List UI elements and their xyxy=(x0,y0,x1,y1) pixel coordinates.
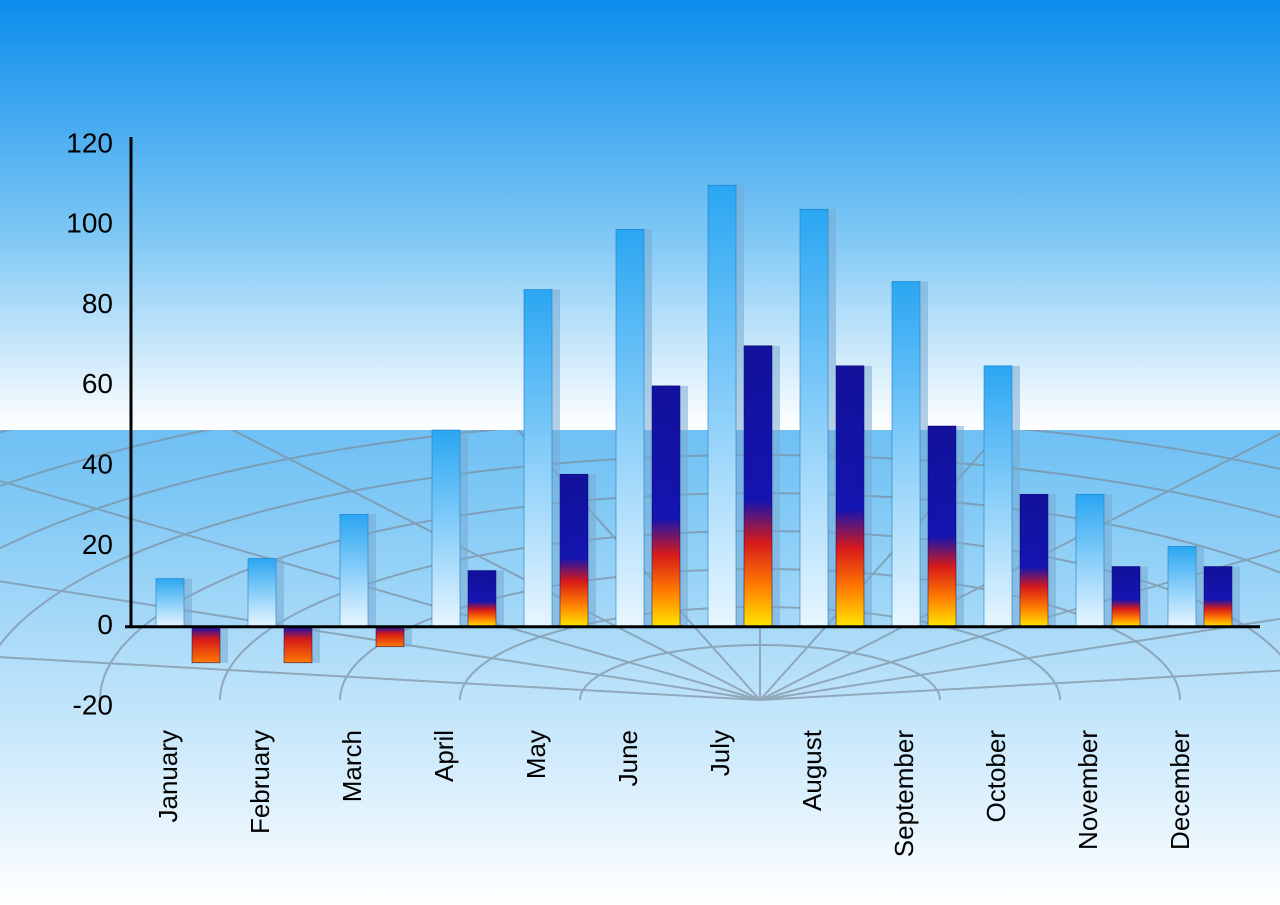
x-tick-label: December xyxy=(1165,730,1195,850)
x-tick-label: September xyxy=(889,730,919,858)
bar-series-a xyxy=(340,514,368,626)
bar-series-b xyxy=(1112,567,1140,627)
y-tick-label: 0 xyxy=(97,609,113,640)
y-tick-label: -20 xyxy=(73,689,113,720)
bar-series-b xyxy=(192,627,220,663)
bar-series-b xyxy=(560,474,588,627)
x-tick-label: February xyxy=(245,730,275,834)
x-tick-label: January xyxy=(153,730,183,823)
y-tick-label: 20 xyxy=(82,529,113,560)
x-tick-label: October xyxy=(981,730,1011,823)
y-tick-label: 80 xyxy=(82,288,113,319)
y-tick-label: 40 xyxy=(82,449,113,480)
bar-series-a xyxy=(248,558,276,626)
x-tick-label: March xyxy=(337,730,367,802)
bar-series-b xyxy=(836,366,864,627)
y-tick-label: 60 xyxy=(82,368,113,399)
bar-series-a xyxy=(800,209,828,626)
chart-container: -20 0 20 40 60 80 100 120 January February March Ap… xyxy=(0,0,1280,905)
bar-series-a xyxy=(984,366,1012,627)
bar-series-b xyxy=(376,627,404,647)
x-tick-label: April xyxy=(429,730,459,782)
y-tick-label: 120 xyxy=(66,127,113,158)
x-tick-label: July xyxy=(705,730,735,776)
y-tick-label: 100 xyxy=(66,208,113,239)
bar-series-b xyxy=(652,386,680,627)
bar-series-b xyxy=(928,426,956,627)
bar-series-a xyxy=(1168,546,1196,626)
bar-series-a xyxy=(432,430,460,627)
bar-series-a xyxy=(524,290,552,627)
x-tick-label: June xyxy=(613,730,643,786)
bar-series-a xyxy=(1076,494,1104,626)
bar-series-a xyxy=(708,185,736,627)
bar-series-b xyxy=(744,346,772,627)
bar-series-b xyxy=(1020,494,1048,626)
bar-series-a xyxy=(156,579,184,627)
bar-series-a xyxy=(892,281,920,626)
x-tick-label: May xyxy=(521,730,551,779)
bar-series-b xyxy=(468,571,496,627)
bar-series-b xyxy=(284,627,312,663)
x-tick-label: August xyxy=(797,729,827,811)
bar-series-a xyxy=(616,229,644,626)
bar-series-b xyxy=(1204,567,1232,627)
chart-svg: -20 0 20 40 60 80 100 120 January February March Ap… xyxy=(0,0,1280,905)
x-tick-label: November xyxy=(1073,730,1103,850)
